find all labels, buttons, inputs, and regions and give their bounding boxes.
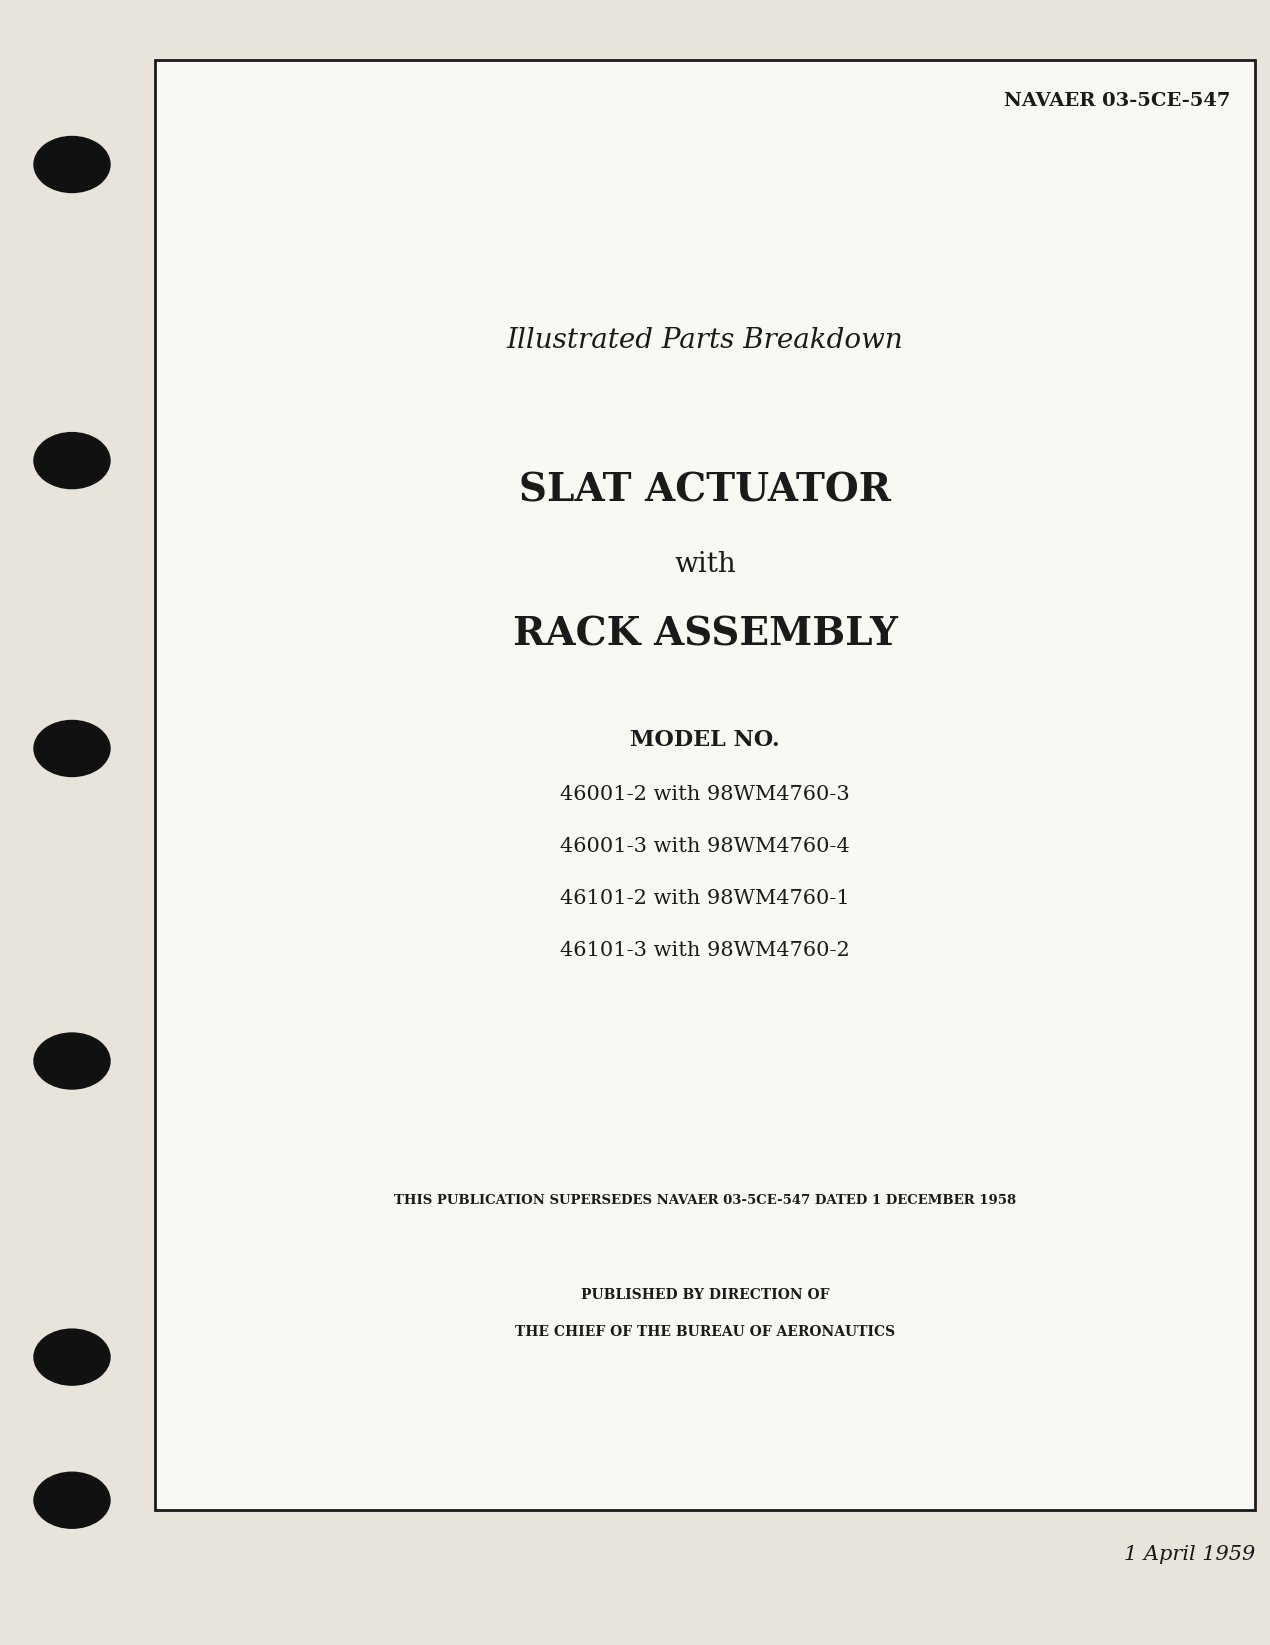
Ellipse shape: [34, 1329, 110, 1385]
Ellipse shape: [34, 721, 110, 776]
Text: 46101-3 with 98WM4760-2: 46101-3 with 98WM4760-2: [560, 941, 850, 961]
Bar: [155, 59, 1255, 1510]
Text: 1 April 1959: 1 April 1959: [1124, 1545, 1255, 1564]
Ellipse shape: [34, 433, 110, 489]
Text: 46001-2 with 98WM4760-3: 46001-2 with 98WM4760-3: [560, 786, 850, 804]
Text: 46001-3 with 98WM4760-4: 46001-3 with 98WM4760-4: [560, 837, 850, 857]
Text: MODEL NO.: MODEL NO.: [630, 729, 780, 752]
Text: RACK ASSEMBLY: RACK ASSEMBLY: [513, 615, 898, 655]
Ellipse shape: [34, 1033, 110, 1089]
Text: 46101-2 with 98WM4760-1: 46101-2 with 98WM4760-1: [560, 890, 850, 908]
Text: with: with: [674, 551, 735, 579]
Ellipse shape: [34, 1472, 110, 1528]
Text: Illustrated Parts Breakdown: Illustrated Parts Breakdown: [507, 326, 903, 354]
Ellipse shape: [34, 137, 110, 192]
Text: PUBLISHED BY DIRECTION OF: PUBLISHED BY DIRECTION OF: [580, 1288, 829, 1301]
Text: THIS PUBLICATION SUPERSEDES NAVAER 03-5CE-547 DATED 1 DECEMBER 1958: THIS PUBLICATION SUPERSEDES NAVAER 03-5C…: [394, 1194, 1016, 1206]
Text: NAVAER 03-5CE-547: NAVAER 03-5CE-547: [1003, 92, 1231, 110]
Text: SLAT ACTUATOR: SLAT ACTUATOR: [519, 470, 892, 508]
Text: THE CHIEF OF THE BUREAU OF AERONAUTICS: THE CHIEF OF THE BUREAU OF AERONAUTICS: [514, 1324, 895, 1339]
